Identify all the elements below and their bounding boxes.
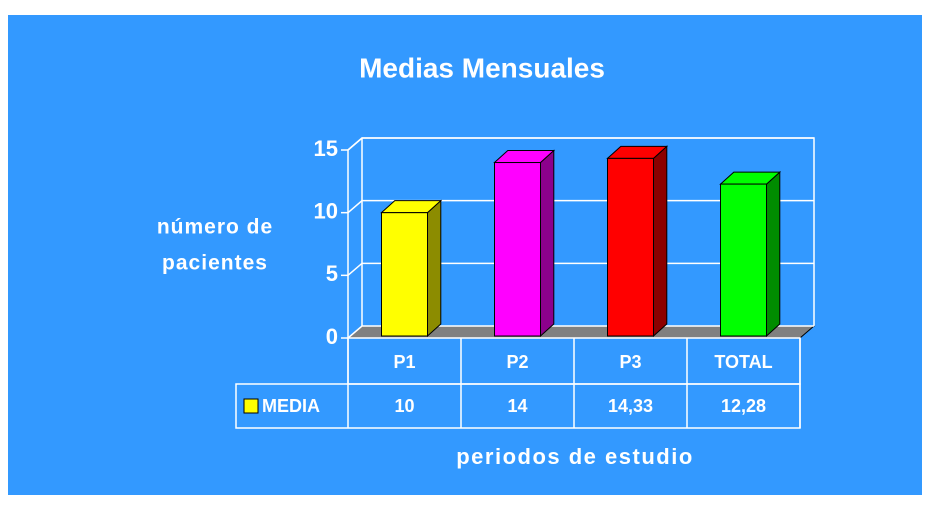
y-tick-label: 10 (314, 198, 338, 223)
data-label: 12,28 (721, 396, 766, 416)
x-axis-label: periodos de estudio (456, 444, 694, 469)
y-axis-label: pacientes (162, 252, 268, 275)
x-tick-label: TOTAL (714, 352, 772, 372)
x-tick-label: P1 (393, 352, 415, 372)
x-tick-label: P3 (619, 352, 641, 372)
y-tick-label: 15 (314, 136, 338, 161)
grid-line (347, 137, 814, 151)
y-tick-label: 0 (326, 324, 338, 349)
data-label: 10 (394, 396, 414, 416)
chart-title: Medias Mensuales (359, 52, 605, 83)
bar-side (653, 145, 668, 338)
legend-label: MEDIA (262, 396, 320, 416)
bar (494, 162, 541, 337)
y-axis-label: número de (157, 216, 273, 239)
background (8, 15, 922, 495)
data-label: 14,33 (608, 396, 653, 416)
bar-side (540, 149, 555, 338)
bar (720, 183, 767, 337)
y-tick-label: 5 (326, 261, 338, 286)
bar (381, 212, 428, 337)
legend-swatch (243, 398, 259, 414)
bar (607, 157, 654, 337)
bar-side (766, 170, 781, 338)
x-tick-label: P2 (506, 352, 528, 372)
data-label: 14 (507, 396, 527, 416)
bar-side (427, 199, 442, 338)
